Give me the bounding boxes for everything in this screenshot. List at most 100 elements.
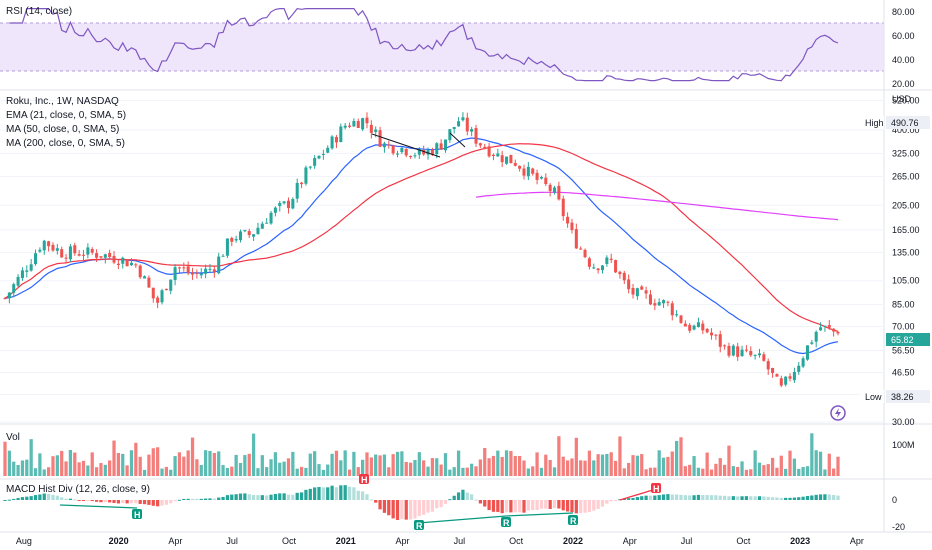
volume-bar: [369, 457, 373, 476]
macd-hist-bar: [77, 500, 81, 501]
time-axis-label: 2023: [790, 536, 810, 546]
candle-body: [579, 248, 583, 250]
macd-hist-bar: [20, 497, 25, 500]
macd-title: MACD Hist Div (12, 26, close, 9): [6, 484, 150, 495]
volume-bar: [64, 461, 68, 476]
volume-bar: [334, 450, 339, 476]
macd-hist-bar: [212, 498, 216, 500]
volume-bar: [125, 465, 129, 476]
candle-body: [792, 371, 796, 381]
macd-hist-bar: [225, 495, 230, 500]
candle-body: [160, 290, 164, 303]
macd-hist-bar: [496, 500, 500, 512]
macd-hist-bar: [670, 494, 674, 500]
volume-bar: [29, 439, 33, 476]
volume-bar: [339, 460, 343, 476]
volume-bar: [605, 454, 609, 476]
volume-bar: [526, 468, 530, 476]
candle-body: [7, 292, 11, 299]
macd-hist-bar: [330, 485, 334, 500]
volume-bar: [600, 454, 605, 476]
volume-bar: [308, 453, 312, 476]
lightning-icon[interactable]: [830, 405, 846, 421]
candle-body: [20, 270, 24, 279]
candle-body: [801, 358, 805, 367]
macd-hist-bar: [592, 500, 596, 511]
macd-hist-bar: [217, 497, 221, 500]
candle-body: [365, 117, 369, 124]
candle-body: [723, 345, 727, 347]
macd-hist-bar: [16, 498, 20, 500]
macd-hist-bar: [823, 494, 827, 500]
svg-text:R: R: [503, 518, 510, 528]
candle-body: [177, 267, 181, 269]
volume-bar: [160, 468, 164, 476]
volume-bar: [33, 468, 38, 476]
candle-body: [230, 237, 234, 242]
macd-hist-bar: [42, 493, 46, 500]
macd-marker-h3: H: [651, 483, 661, 494]
macd-hist-bar: [561, 500, 565, 511]
macd-hist-bar: [513, 500, 517, 513]
volume-bar: [722, 464, 727, 476]
candle-body: [526, 166, 530, 177]
candle-body: [86, 247, 90, 255]
volume-bar: [749, 469, 753, 476]
volume-bar: [343, 450, 347, 476]
candle-body: [291, 199, 295, 209]
candle-body: [326, 147, 330, 153]
macd-hist-bar: [129, 500, 134, 504]
rsi-tick-80: 80.00: [892, 7, 915, 17]
volume-bar: [443, 453, 448, 476]
volume-bar: [792, 458, 797, 476]
candle-body: [204, 268, 208, 274]
volume-bar: [291, 451, 295, 476]
candle-body: [348, 125, 352, 127]
macd-hist-bar: [430, 500, 435, 512]
macd-hist-bar: [73, 499, 77, 501]
candle-body: [775, 374, 779, 377]
macd-hist-bar: [413, 500, 417, 519]
candle-body: [718, 334, 722, 347]
macd-hist-bar: [775, 497, 779, 500]
candle-body: [740, 349, 744, 357]
macd-hist-bar: [25, 496, 29, 500]
volume-bar: [461, 467, 465, 476]
candle-body: [300, 182, 304, 185]
volume-bar: [496, 450, 500, 476]
candle-body: [622, 272, 626, 281]
macd-hist-bar: [762, 496, 766, 500]
macd-hist-bar: [557, 500, 561, 509]
candle-body: [143, 276, 147, 279]
candle-body: [688, 324, 692, 331]
candle-body: [675, 314, 679, 316]
vol-title: Vol: [6, 432, 20, 443]
candle-body: [557, 185, 561, 200]
candle-body: [823, 325, 827, 327]
candle-body: [570, 222, 574, 231]
macd-hist-bar: [478, 500, 483, 504]
volume-bar: [356, 467, 360, 476]
candle-body: [539, 176, 543, 179]
candle-body: [443, 139, 448, 151]
volume-bar: [426, 466, 430, 476]
macd-hist-bar: [142, 500, 147, 505]
volume-bar: [779, 455, 783, 476]
macd-hist-bar: [273, 494, 278, 500]
volume-bar: [51, 456, 55, 476]
price-tick-label: 165.00: [892, 225, 920, 235]
macd-hist-bar: [609, 500, 613, 502]
macd-hist-bar: [81, 500, 86, 501]
volume-bar: [666, 456, 670, 476]
volume-bar: [509, 451, 513, 476]
volume-bar: [304, 467, 308, 476]
candle-body: [600, 265, 605, 271]
macd-hist-bar: [583, 500, 587, 513]
candle-body: [225, 238, 229, 256]
volume-bar: [404, 461, 408, 476]
macd-hist-bar: [518, 500, 522, 513]
volume-bar: [42, 469, 46, 476]
time-axis-label: Jul: [454, 536, 466, 546]
candle-body: [696, 322, 700, 328]
